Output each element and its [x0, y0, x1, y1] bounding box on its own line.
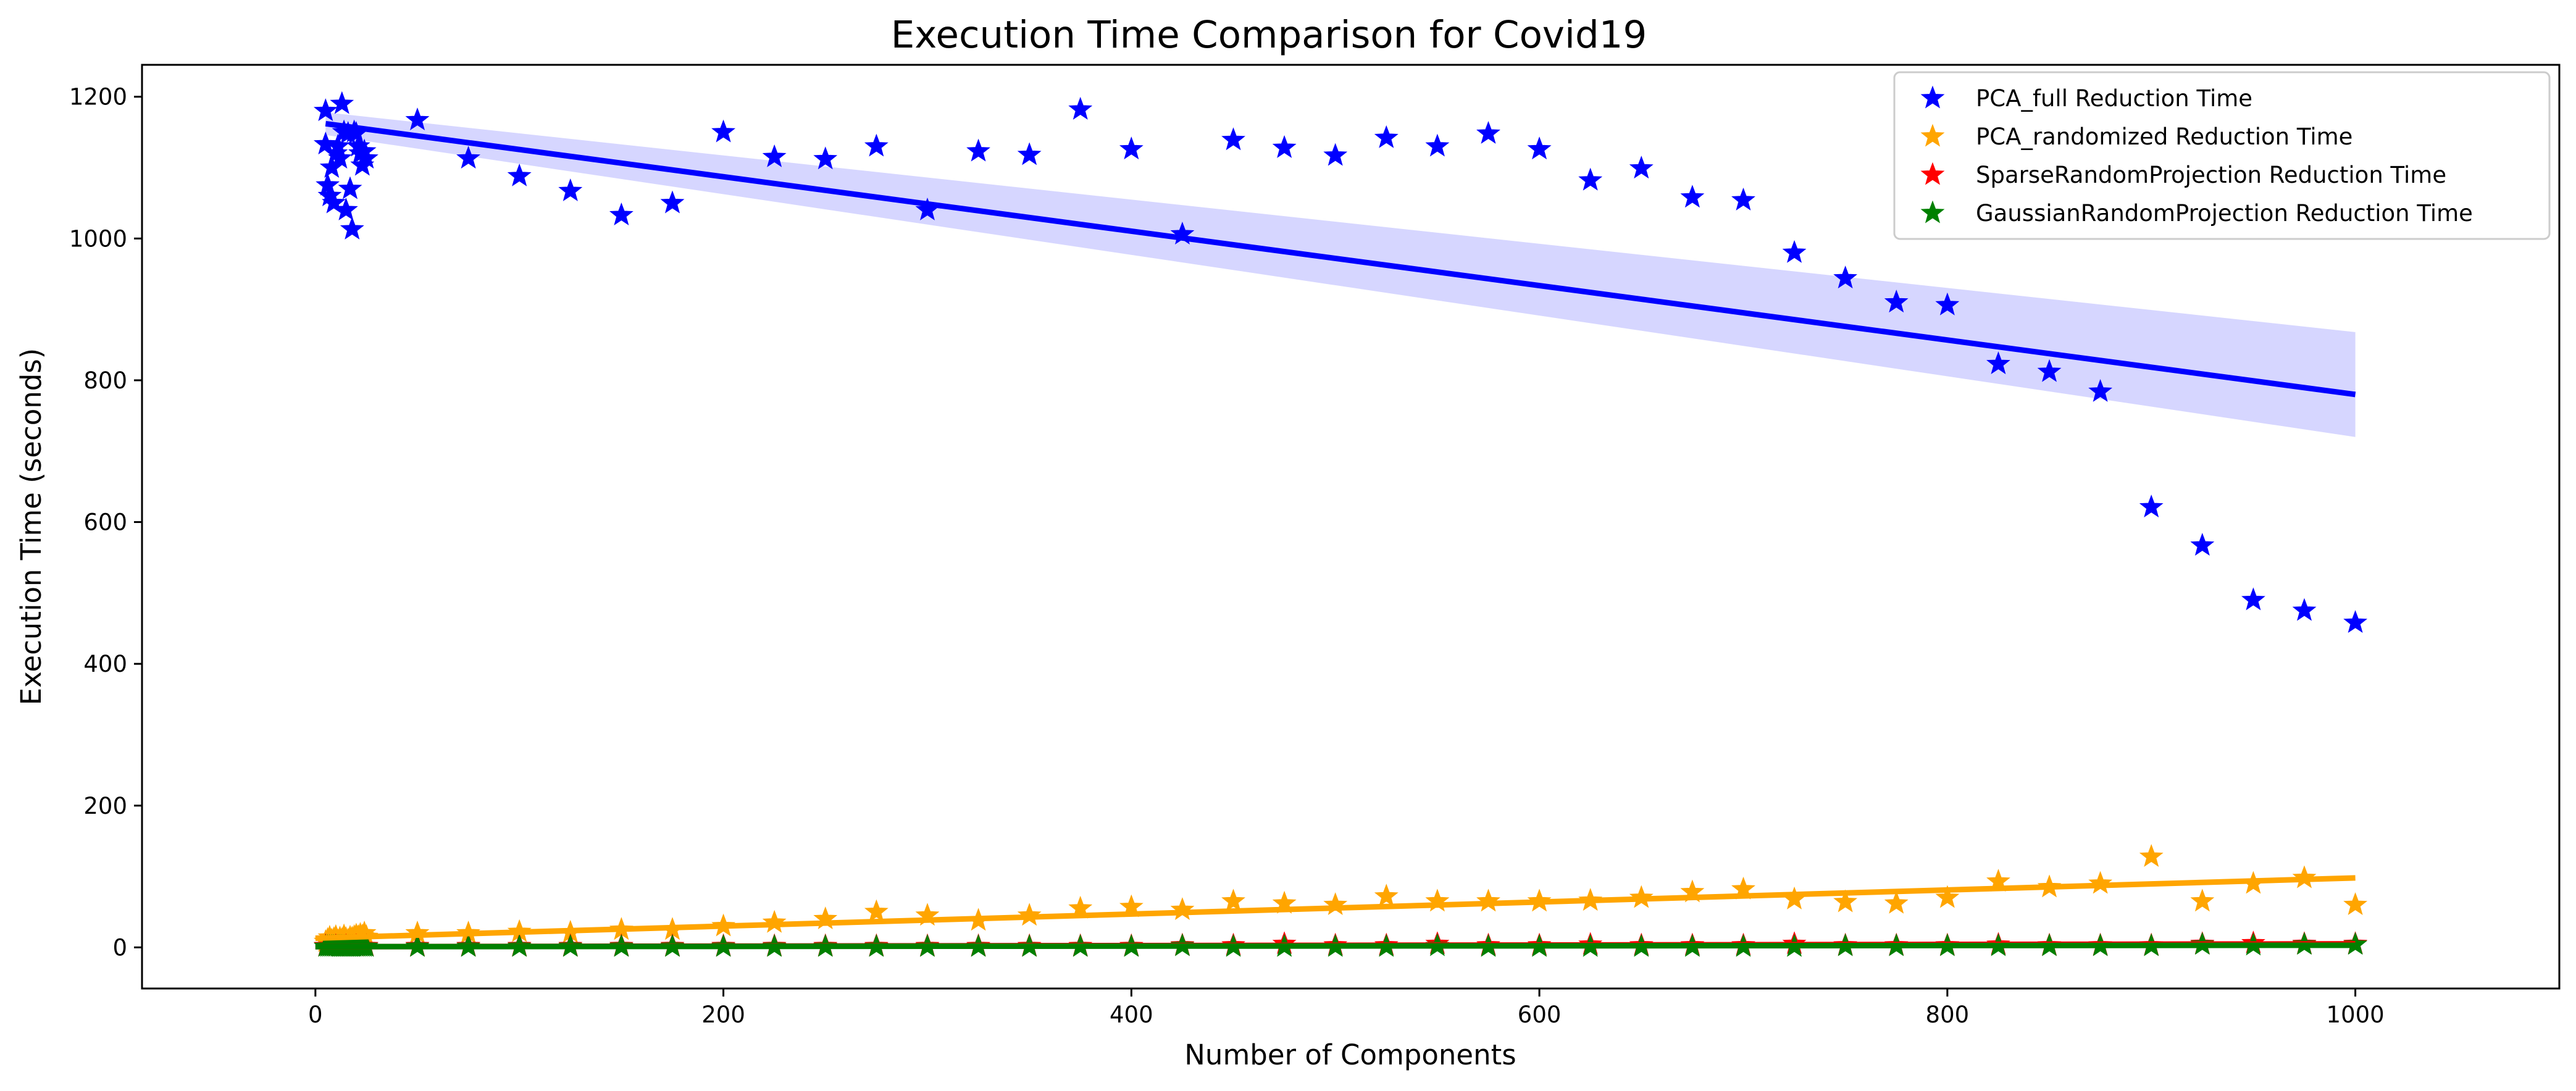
data-point-series-1: [1017, 142, 1042, 165]
data-point-series-1: [338, 176, 362, 199]
data-point-series-1: [2292, 598, 2317, 621]
data-point-series-1: [1272, 135, 1297, 158]
y-tick-label: 0: [112, 934, 127, 961]
legend-label-series-2: PCA_randomized Reduction Time: [1976, 123, 2352, 150]
regression-line-series-1: [325, 120, 2356, 398]
data-point-series-2: [2190, 888, 2215, 912]
data-point-series-1: [966, 138, 990, 162]
data-point-series-2: [1221, 888, 1245, 912]
data-point-series-1: [330, 91, 354, 114]
data-point-series-1: [333, 197, 358, 220]
data-point-series-2: [2088, 871, 2113, 894]
data-point-series-1: [1935, 292, 1960, 316]
y-tick-label: 400: [83, 651, 127, 677]
data-point-series-1: [2343, 610, 2368, 633]
data-point-series-1: [340, 216, 364, 240]
legend: PCA_full Reduction Time PCA_randomized Re…: [1893, 71, 2551, 240]
data-point-series-1: [322, 190, 346, 214]
data-point-series-1: [2037, 359, 2062, 382]
data-point-series-2: [1374, 884, 1399, 907]
data-point-series-1: [762, 144, 787, 167]
data-point-series-1: [313, 98, 338, 122]
data-point-series-2: [2139, 843, 2164, 867]
data-point-series-1: [1629, 156, 1654, 179]
x-axis-label: Number of Components: [1184, 1039, 1516, 1071]
data-point-series-4: [2343, 932, 2368, 955]
x-tick-label: 800: [1926, 1001, 1970, 1028]
data-point-series-2: [1884, 890, 1909, 914]
data-point-series-1: [1374, 125, 1399, 148]
data-point-series-1: [558, 178, 583, 201]
data-point-series-1: [405, 107, 430, 131]
data-point-series-1: [1986, 351, 2010, 375]
data-point-series-1: [1578, 167, 1603, 191]
y-tick-label: 1000: [69, 225, 127, 252]
legend-marker-series-2: [1920, 123, 1945, 147]
data-point-series-1: [2190, 532, 2215, 556]
data-point-series-2: [1935, 885, 1960, 908]
data-point-series-1: [1527, 136, 1552, 160]
y-tick-label: 200: [83, 793, 127, 819]
data-point-series-1: [1731, 187, 1755, 211]
data-point-series-1: [1221, 127, 1245, 151]
data-point-series-1: [609, 202, 634, 225]
regression-line-series-4: [315, 942, 2356, 950]
plot-frame: [141, 64, 2561, 990]
legend-box: [1893, 71, 2551, 240]
data-point-series-1: [328, 146, 352, 169]
data-point-series-1: [1884, 290, 1909, 313]
data-point-series-1: [1425, 133, 1450, 157]
y-axis-label: Execution Time (seconds): [15, 348, 48, 706]
x-tick-label: 400: [1110, 1001, 1153, 1028]
legend-marker-series-3: [1920, 162, 1945, 185]
data-point-series-1: [2241, 587, 2265, 611]
data-point-series-1: [1680, 185, 1705, 208]
data-point-series-1: [1323, 143, 1348, 166]
data-point-series-1: [354, 146, 378, 169]
y-tick-label: 600: [83, 509, 127, 536]
regression-line-series-2: [315, 875, 2356, 941]
data-point-series-1: [864, 133, 889, 157]
data-point-series-1: [2088, 378, 2113, 402]
data-point-series-1: [1068, 96, 1093, 120]
chart-title: Execution Time Comparison for Covid19: [891, 13, 1647, 57]
legend-marker-series-4: [1920, 200, 1945, 224]
data-point-series-1: [319, 155, 344, 178]
data-point-series-2: [2343, 892, 2368, 916]
data-point-series-2: [1833, 889, 1858, 913]
y-axis: 0 200 400 600 800 1000 1200: [69, 84, 142, 961]
data-point-series-1: [456, 146, 481, 169]
y-tick-label: 1200: [69, 84, 127, 111]
data-point-series-1: [1833, 265, 1858, 289]
data-point-series-2: [864, 899, 889, 922]
data-point-series-1: [313, 132, 338, 155]
data-point-series-1: [1119, 136, 1144, 160]
x-tick-label: 600: [1518, 1001, 1562, 1028]
x-tick-label: 1000: [2327, 1001, 2385, 1028]
legend-marker-series-1: [1920, 85, 1945, 109]
legend-label-series-4: GaussianRandomProjection Reduction Time: [1976, 200, 2473, 227]
data-point-series-1: [1782, 240, 1807, 263]
legend-label-series-1: PCA_full Reduction Time: [1976, 85, 2252, 112]
data-point-series-1: [813, 146, 838, 170]
data-point-series-2: [762, 909, 787, 933]
x-tick-label: 0: [308, 1001, 323, 1028]
legend-label-series-3: SparseRandomProjection Reduction Time: [1976, 162, 2446, 188]
x-tick-label: 200: [701, 1001, 745, 1028]
y-tick-label: 800: [83, 367, 127, 394]
data-point-series-1: [1476, 120, 1500, 144]
plot-data: [313, 91, 2368, 957]
data-point-series-1: [711, 119, 736, 143]
data-point-series-1: [660, 190, 685, 214]
data-point-series-1: [2139, 494, 2164, 517]
data-point-series-1: [507, 163, 532, 186]
x-axis: 0 200 400 600 800 1000: [308, 989, 2385, 1028]
